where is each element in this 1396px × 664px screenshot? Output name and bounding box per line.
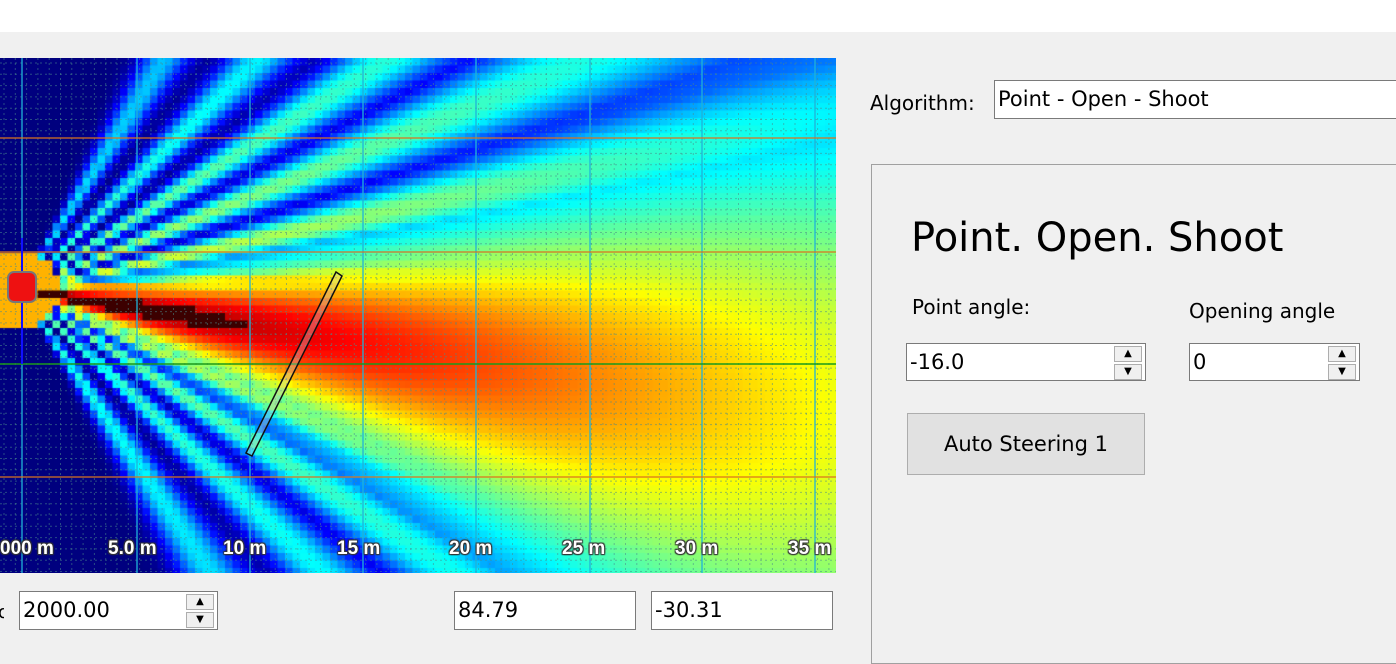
opening-angle-label: Opening angle <box>1189 299 1336 323</box>
spin-down-icon[interactable]: ▼ <box>1328 364 1356 380</box>
x-tick: 15 m <box>337 538 381 559</box>
source-marker[interactable] <box>7 271 37 303</box>
opening-angle-spinbox[interactable]: 0 ▲ ▼ <box>1189 343 1360 381</box>
point-angle-spinbox[interactable]: -16.0 ▲ ▼ <box>906 343 1146 381</box>
group-title: Point. Open. Shoot <box>911 215 1284 261</box>
cut-off-label: d <box>0 602 4 623</box>
spin-down-icon[interactable]: ▼ <box>186 612 214 628</box>
value-spinbox[interactable]: 2000.00 ▲ ▼ <box>19 591 218 630</box>
spin-up-icon[interactable]: ▲ <box>1114 346 1142 362</box>
x-tick: 20 m <box>449 538 493 559</box>
algorithm-label: Algorithm: <box>870 91 975 115</box>
opening-angle-value: 0 <box>1193 350 1207 374</box>
x-tick: 25 m <box>562 538 606 559</box>
algorithm-select[interactable]: Point - Open - Shoot <box>994 80 1396 119</box>
x-tick: 30 m <box>675 538 719 559</box>
x-tick: 5.0 m <box>108 538 157 559</box>
x-tick: 000 m <box>0 538 54 559</box>
plot-overlay <box>0 58 836 573</box>
point-angle-value: -16.0 <box>910 350 965 374</box>
sound-field-heatmap[interactable]: 000 m 5.0 m 10 m 15 m 20 m 25 m 30 m 35 … <box>0 58 836 573</box>
coordinate-field-2[interactable]: -30.31 <box>651 591 833 630</box>
spin-down-icon[interactable]: ▼ <box>1114 364 1142 380</box>
coordinate-field-1[interactable]: 84.79 <box>454 591 636 630</box>
value-spinbox-text: 2000.00 <box>23 598 110 622</box>
x-tick: 35 m <box>788 538 832 559</box>
point-angle-label: Point angle: <box>912 295 1031 319</box>
title-bar-area <box>0 0 1396 32</box>
auto-steering-button[interactable]: Auto Steering 1 <box>907 413 1145 475</box>
x-tick: 10 m <box>223 538 267 559</box>
spin-up-icon[interactable]: ▲ <box>186 594 214 610</box>
spin-up-icon[interactable]: ▲ <box>1328 346 1356 362</box>
aim-line-handle <box>244 270 343 458</box>
